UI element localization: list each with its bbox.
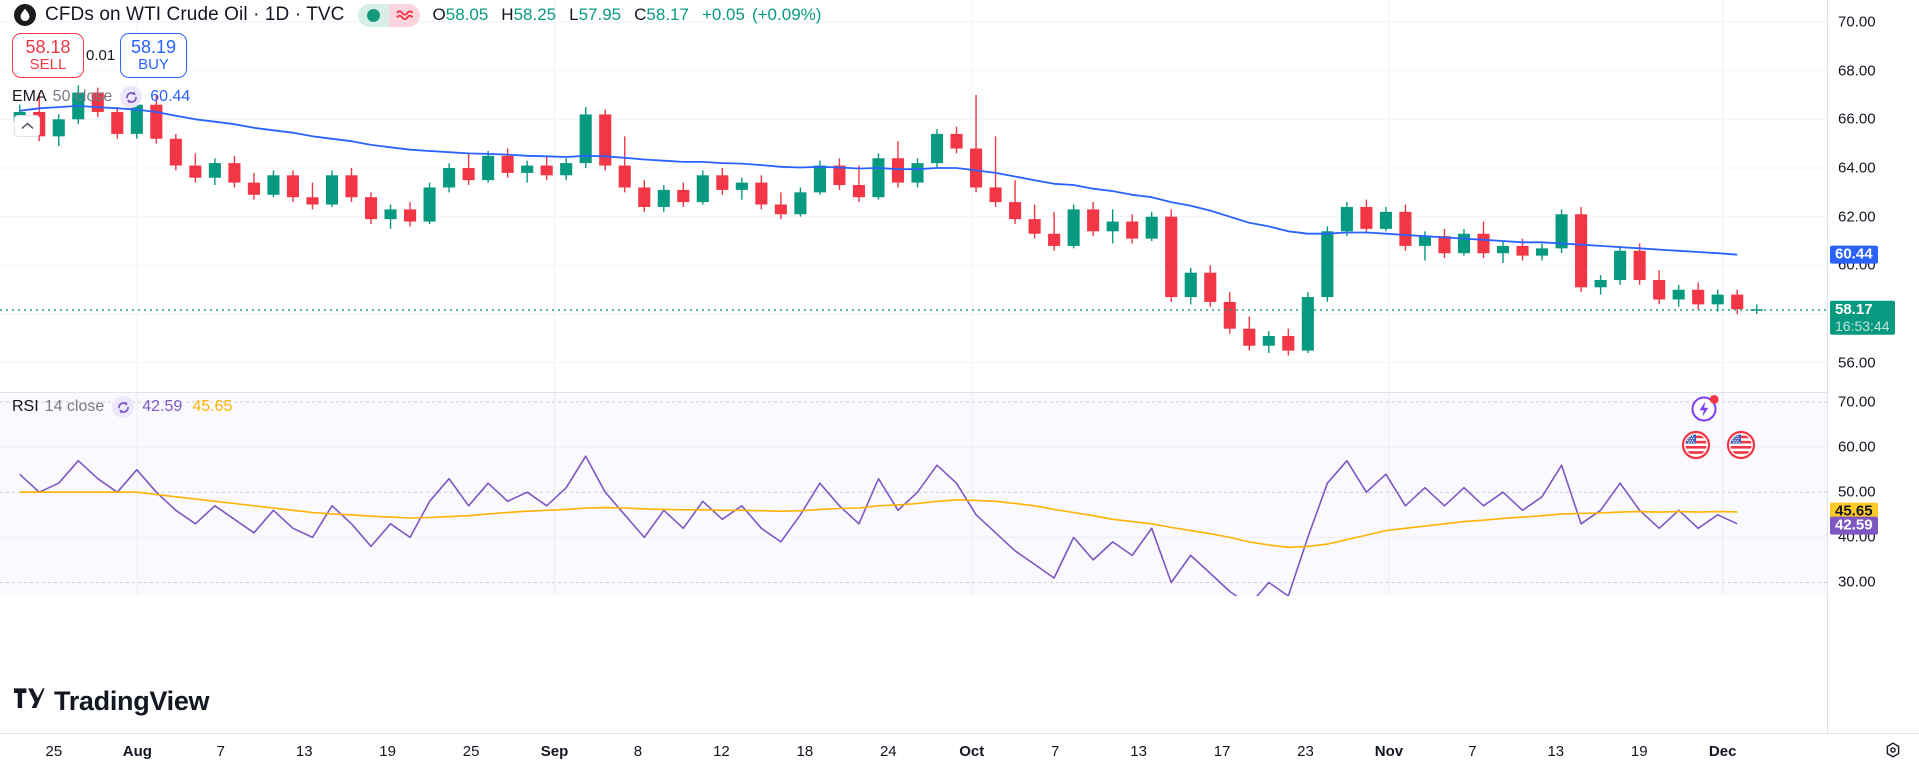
sync-icon[interactable] (112, 396, 135, 418)
buy-button[interactable]: 58.19 BUY (120, 33, 187, 78)
ema-name: EMA (12, 88, 47, 105)
price-tick: 66.00 (1838, 110, 1876, 128)
last-price-badge[interactable]: 58.17 16:53:44 (1830, 300, 1895, 336)
price-pane[interactable] (0, 0, 1827, 392)
time-tick: 24 (879, 743, 897, 760)
time-tick: 19 (379, 743, 396, 760)
price-axis[interactable]: 70.0068.0066.0064.0062.0060.0058.0056.00… (1827, 0, 1919, 733)
pane-divider[interactable] (0, 392, 1919, 393)
usa-flag-icon[interactable] (1726, 430, 1756, 460)
tradingview-wordmark: TradingView (54, 685, 210, 716)
rsi-value-badge: 42.59 (1830, 516, 1878, 536)
chart-style-toggle[interactable] (357, 3, 420, 27)
time-tick: 7 (1468, 743, 1477, 760)
time-axis[interactable]: 25 Aug 7 13 19 25 Sep 8 12 18 24 Oct 7 13 17 23 Nov 7 13 19… (0, 733, 1919, 767)
ohlc-close: C58.17 (634, 5, 689, 24)
rsi-tick: 30.00 (1838, 573, 1876, 591)
time-tick: Nov (1374, 743, 1404, 760)
ema-indicator-legend[interactable]: EMA 50 close 60.44 (12, 86, 200, 108)
spread-value: 0.01 (86, 47, 116, 64)
chevron-up-icon[interactable] (14, 115, 40, 137)
time-tick: 7 (1051, 743, 1060, 760)
change-absolute: +0.05 (701, 5, 745, 24)
time-tick: Sep (540, 743, 569, 760)
rsi-chart-canvas (0, 393, 1827, 606)
time-tick: Aug (122, 743, 152, 760)
sync-icon[interactable] (120, 86, 143, 108)
rsi-pane-lower-area (0, 596, 1827, 733)
ema-value: 60.44 (150, 88, 191, 105)
price-chart-canvas (0, 0, 1827, 392)
ohlc-open: O58.05 (432, 5, 489, 24)
time-tick: 7 (216, 743, 225, 760)
last-price-value: 58.17 (1835, 300, 1873, 318)
time-tick: 25 (462, 743, 480, 760)
sell-price: 58.18 (25, 36, 71, 57)
rsi-tick: 70.00 (1838, 393, 1876, 411)
rsi-tick: 50.00 (1838, 483, 1876, 501)
tradingview-logo-icon (14, 685, 45, 717)
time-tick: Dec (1708, 743, 1737, 760)
price-tick: 56.00 (1838, 354, 1876, 372)
price-tick: 68.00 (1838, 62, 1876, 80)
sell-button[interactable]: 58.18 SELL (12, 33, 84, 78)
time-tick: 25 (45, 743, 63, 760)
time-tick: 13 (295, 743, 313, 760)
price-tick: 62.00 (1838, 208, 1876, 226)
ohlc-low: L57.95 (569, 5, 622, 24)
line-style-icon[interactable] (388, 3, 420, 27)
oil-drop-icon (14, 4, 36, 26)
rsi-args: 14 close (44, 398, 105, 415)
time-tick: 19 (1630, 743, 1648, 760)
time-tick: Oct (959, 743, 985, 760)
rsi-indicator-legend[interactable]: RSI 14 close 42.59 45.65 (12, 396, 242, 418)
gear-icon[interactable] (1883, 741, 1903, 761)
ema-args: 50 close (52, 88, 113, 105)
time-tick: 8 (633, 743, 643, 760)
sell-label: SELL (29, 56, 67, 74)
rsi-pane[interactable] (0, 393, 1827, 606)
time-tick: 18 (796, 743, 814, 760)
buy-price: 58.19 (130, 36, 177, 57)
rsi-ma-value: 45.65 (192, 398, 233, 415)
time-tick: 13 (1547, 743, 1565, 760)
buy-label: BUY (138, 56, 169, 74)
price-tick: 64.00 (1838, 159, 1876, 177)
price-tick: 70.00 (1838, 13, 1876, 31)
usa-flag-icon[interactable] (1681, 430, 1711, 460)
candles-style-icon[interactable] (357, 3, 389, 27)
change-percent: (+0.09%) (751, 5, 822, 24)
bar-countdown: 16:53:44 (1835, 317, 1890, 334)
rsi-name: RSI (12, 398, 39, 415)
chart-legend-header: CFDs on WTI Crude Oil · 1D · TVC O58.05 … (0, 0, 828, 30)
time-tick: 23 (1297, 743, 1314, 760)
rsi-value: 42.59 (142, 398, 183, 415)
rsi-tick: 60.00 (1838, 438, 1876, 456)
ohlc-high: H58.25 (501, 5, 557, 24)
time-tick: 13 (1130, 743, 1147, 760)
lightning-event-icon[interactable] (1689, 392, 1721, 424)
ohlc-values: O58.05 H58.25 L57.95 C58.17 +0.05 (+0.09… (433, 5, 829, 25)
tradingview-watermark: TradingView (14, 685, 210, 717)
time-tick: 12 (713, 743, 730, 760)
time-tick: 17 (1213, 743, 1231, 760)
symbol-title[interactable]: CFDs on WTI Crude Oil · 1D · TVC (45, 4, 345, 25)
ema-price-badge: 60.44 (1830, 245, 1878, 265)
